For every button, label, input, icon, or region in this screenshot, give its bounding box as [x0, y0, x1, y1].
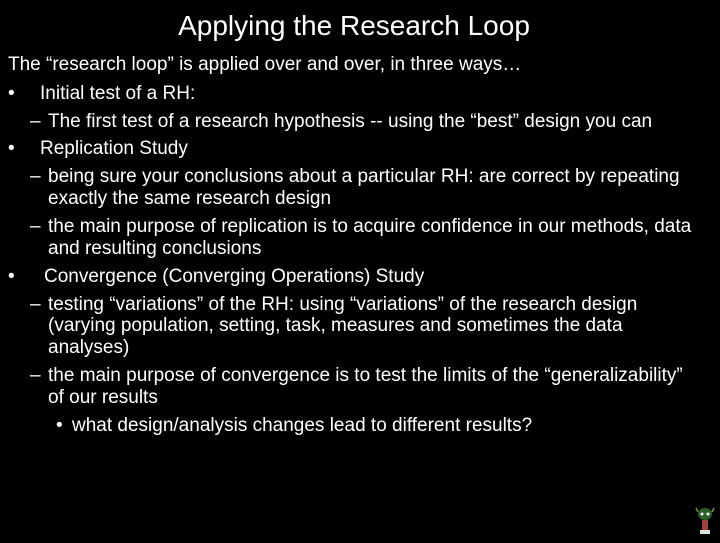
- sub-bullet-text: testing “variations” of the RH: using “v…: [48, 294, 700, 360]
- bullet-item: Initial test of a RH:: [8, 83, 700, 105]
- sub-sub-bullet-text: what design/analysis changes lead to dif…: [72, 415, 532, 436]
- sub-bullet-item: the main purpose of convergence is to te…: [8, 365, 700, 409]
- bullet-text: Replication Study: [22, 138, 700, 160]
- bullet-text: Initial test of a RH:: [22, 83, 700, 105]
- sub-bullet-text: The first test of a research hypothesis …: [48, 111, 700, 133]
- sub-bullet-item: The first test of a research hypothesis …: [8, 111, 700, 133]
- slide-container: Applying the Research Loop The “research…: [0, 0, 720, 453]
- intro-text: The “research loop” is applied over and …: [8, 54, 700, 77]
- sub-bullet-text: being sure your conclusions about a part…: [48, 166, 700, 210]
- sub-sub-bullet-item: what design/analysis changes lead to dif…: [8, 415, 700, 437]
- bullet-text: Convergence (Converging Operations) Stud…: [28, 266, 700, 288]
- sub-bullet-text: the main purpose of convergence is to te…: [48, 365, 700, 409]
- slide-title: Applying the Research Loop: [8, 10, 700, 42]
- sub-bullet-item: being sure your conclusions about a part…: [8, 166, 700, 210]
- sub-bullet-text: the main purpose of replication is to ac…: [48, 216, 700, 260]
- bullet-item: Replication Study: [8, 138, 700, 160]
- bullet-item: Convergence (Converging Operations) Stud…: [8, 266, 700, 288]
- marvin-icon: [692, 504, 718, 538]
- sub-bullet-item: the main purpose of replication is to ac…: [8, 216, 700, 260]
- sub-bullet-item: testing “variations” of the RH: using “v…: [8, 294, 700, 360]
